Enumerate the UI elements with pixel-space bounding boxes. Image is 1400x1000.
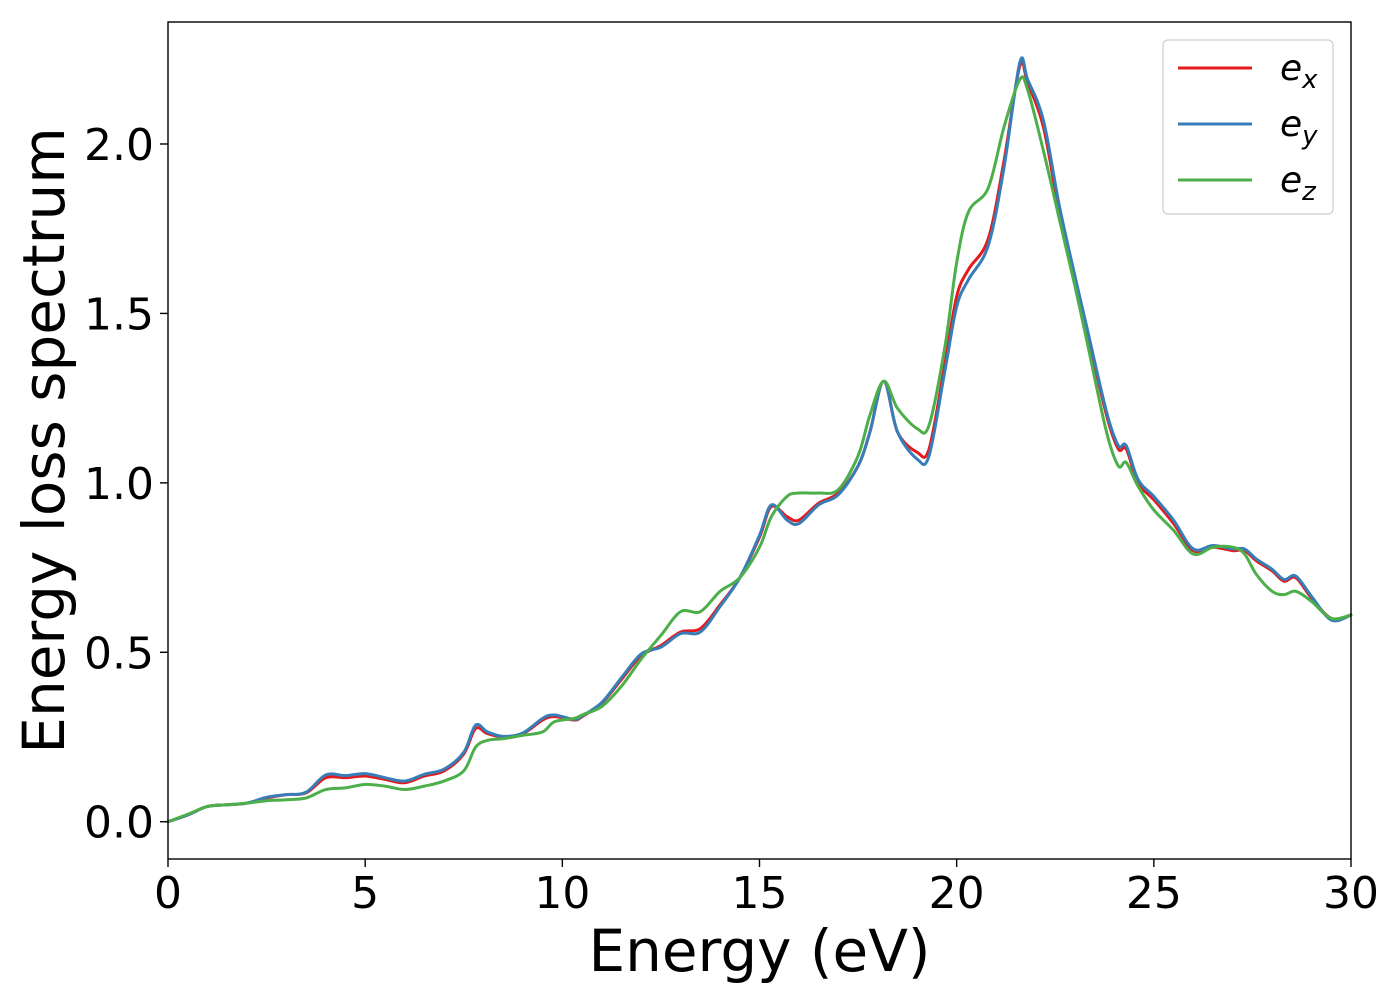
y-axis-label: Energy loss spectrum <box>10 127 78 753</box>
plot-frame <box>167 21 1352 860</box>
series-line-y <box>166 56 1353 824</box>
x-axis-ticks: 0 5 10 15 20 25 30 <box>154 859 1379 919</box>
x-tick-label: 30 <box>1323 868 1379 919</box>
series-line-z <box>166 75 1353 824</box>
legend-label-z: ez <box>1280 160 1317 207</box>
legend-entries: ex ey ez <box>1178 48 1318 207</box>
y-tick-label: 1.5 <box>84 289 154 340</box>
x-tick-label: 5 <box>351 868 379 919</box>
x-tick-label: 0 <box>154 868 182 919</box>
x-tick-label: 20 <box>929 868 985 919</box>
x-tick-label: 25 <box>1126 868 1182 919</box>
x-tick-label: 15 <box>732 868 788 919</box>
legend-box <box>1162 39 1334 215</box>
x-tick-label: 10 <box>534 868 590 919</box>
y-tick-label: 0.5 <box>84 628 154 679</box>
series-layer <box>166 56 1353 824</box>
x-axis-label: Energy (eV) <box>588 917 930 985</box>
legend: ex ey ez <box>1162 39 1334 215</box>
y-axis-ticks: 0.0 0.5 1.0 1.5 2.0 <box>84 120 168 849</box>
y-tick-label: 1.0 <box>84 459 154 510</box>
legend-label-y: ey <box>1280 104 1318 151</box>
plot-background <box>168 22 1351 859</box>
legend-label-x: ex <box>1280 48 1318 95</box>
y-tick-label: 0.0 <box>84 798 154 849</box>
y-tick-label: 2.0 <box>84 120 154 171</box>
